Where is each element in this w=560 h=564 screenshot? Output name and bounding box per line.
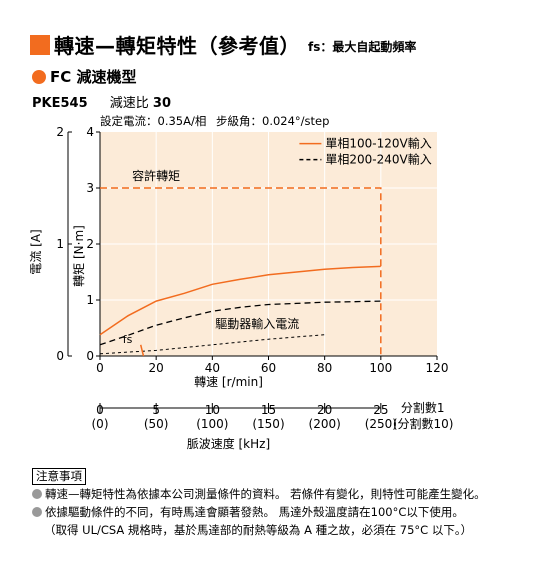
model-name: PKE545 bbox=[32, 96, 88, 111]
current-tick-label: 1 bbox=[56, 237, 64, 251]
legend-label: 單相200-240V輸入 bbox=[325, 152, 431, 167]
page-subtitle: fs：最大自起動頻率 bbox=[308, 40, 417, 54]
bullet-icon bbox=[32, 489, 42, 499]
pulse-tick-label: 10 bbox=[205, 403, 220, 417]
y-tick-label: 1 bbox=[86, 293, 94, 307]
pulse-tick-label: 20 bbox=[317, 403, 332, 417]
pulse-axis-title: 脈波速度 [kHz] bbox=[187, 436, 270, 451]
current-axis-title: 電流 [A] bbox=[29, 229, 43, 274]
driver-current-label: 驅動器輸入電流 bbox=[215, 316, 299, 331]
pulse-tick-sublabel: (250) bbox=[365, 417, 397, 431]
pulse-tick-sublabel: (50) bbox=[144, 417, 169, 431]
y-tick-label: 4 bbox=[86, 125, 94, 139]
pulse-tick-label: 15 bbox=[261, 403, 276, 417]
page-title-row: 轉速—轉矩特性（參考值） fs：最大自起動頻率 bbox=[30, 30, 416, 59]
allowable-torque-label: 容許轉矩 bbox=[132, 168, 180, 183]
x-tick-label: 80 bbox=[317, 361, 332, 375]
ratio-value: 30 bbox=[152, 96, 172, 111]
spec-step-angle: 步級角：0.024°/step bbox=[216, 114, 330, 128]
fs-mark-line bbox=[139, 344, 145, 357]
pulse-tick-label: 0 bbox=[96, 403, 104, 417]
note-item: 轉速—轉矩特性為依據本公司測量條件的資料。 若條件有變化，則特性可能產生變化。 bbox=[32, 485, 486, 503]
spec-current: 設定電流：0.35A/相 bbox=[100, 114, 207, 128]
pulse-division1-label: 分割數1 bbox=[401, 400, 445, 415]
pulse-tick-sublabel: (150) bbox=[252, 417, 284, 431]
current-curve-line bbox=[99, 334, 325, 355]
pulse-tick-sublabel: (0) bbox=[92, 417, 109, 431]
pulse-tick-sublabel: (200) bbox=[309, 417, 341, 431]
x-tick-label: 60 bbox=[261, 361, 276, 375]
note-extra: （取得 UL/CSA 規格時，基於馬達部的耐熱等級為 A 種之故，必須在 75°… bbox=[44, 523, 473, 537]
spec-info: 設定電流：0.35A/相 步級角：0.024°/step bbox=[100, 113, 329, 129]
notes-heading: 注意事項 bbox=[32, 468, 86, 485]
pulse-tick-label: 25 bbox=[373, 403, 388, 417]
y-axis-title: 轉矩 [N·m] bbox=[72, 225, 86, 287]
bullet-icon bbox=[32, 507, 42, 517]
page-title: 轉速—轉矩特性（參考值） bbox=[54, 34, 300, 58]
series-line bbox=[99, 300, 381, 346]
pulse-tick-label: 5 bbox=[152, 403, 160, 417]
x-tick-label: 0 bbox=[96, 361, 104, 375]
x-tick-label: 20 bbox=[149, 361, 164, 375]
note-item: 依據驅動條件的不同，有時馬達會顯著發熱。 馬達外殼溫度請在100°C以下使用。 bbox=[32, 503, 486, 521]
x-axis-title: 轉速 [r/min] bbox=[194, 375, 263, 389]
y-tick-label: 0 bbox=[86, 349, 94, 363]
y-tick-label: 2 bbox=[86, 237, 94, 251]
x-tick-label: 100 bbox=[369, 361, 392, 375]
model-info: PKE545 減速比 30 bbox=[32, 92, 171, 111]
current-tick-label: 2 bbox=[56, 125, 64, 139]
legend-label: 單相100-120V輸入 bbox=[325, 136, 431, 151]
series-line bbox=[99, 265, 381, 336]
title-square-icon bbox=[30, 34, 50, 55]
section-heading: FC 減速機型 bbox=[32, 66, 136, 87]
current-tick-label: 0 bbox=[56, 349, 64, 363]
pulse-tick-sublabel: (100) bbox=[196, 417, 228, 431]
series-line bbox=[100, 187, 382, 356]
y-tick-label: 3 bbox=[86, 181, 94, 195]
x-tick-label: 40 bbox=[205, 361, 220, 375]
fs-label: fs bbox=[123, 333, 133, 346]
bullet-circle-icon bbox=[32, 69, 46, 84]
section-title: FC 減速機型 bbox=[50, 68, 137, 86]
x-tick-label: 120 bbox=[426, 361, 449, 375]
ratio-label: 減速比 bbox=[109, 96, 149, 111]
notes-section: 注意事項 轉速—轉矩特性為依據本公司測量條件的資料。 若條件有變化，則特性可能產… bbox=[32, 467, 486, 539]
pulse-division10-label: (分割數10) bbox=[393, 416, 454, 431]
